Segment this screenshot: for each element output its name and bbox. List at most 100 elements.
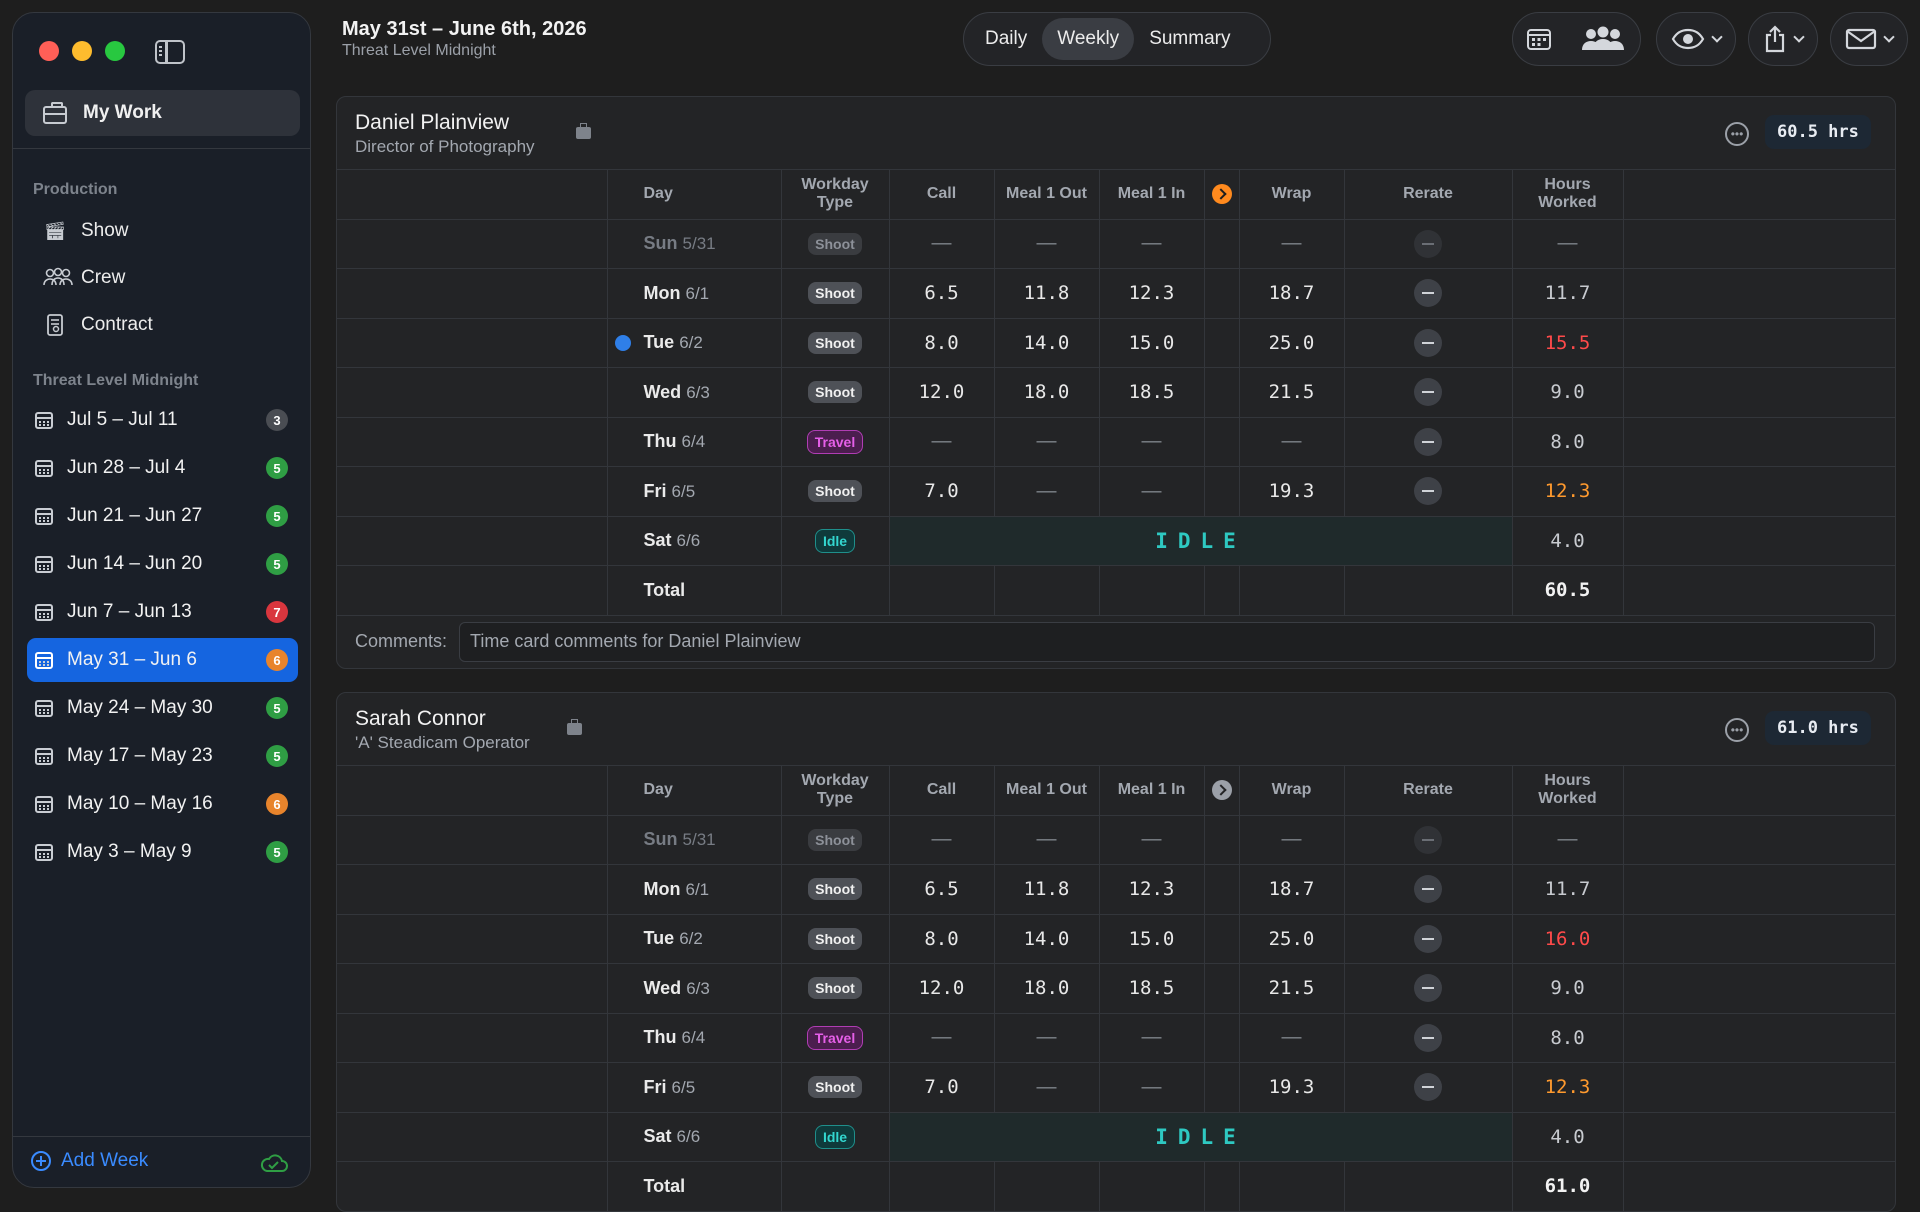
close-window-button[interactable]	[39, 41, 59, 61]
sidebar-toggle-icon[interactable]	[155, 40, 185, 64]
tab-weekly[interactable]: Weekly	[1042, 18, 1135, 60]
call-cell[interactable]: 12.0	[889, 367, 995, 418]
workday-type-cell[interactable]: Travel	[780, 1013, 890, 1063]
workday-type-cell[interactable]: Shoot	[780, 815, 890, 865]
meal1-in-cell[interactable]: 15.0	[1099, 914, 1205, 964]
tab-daily[interactable]: Daily	[985, 28, 1028, 49]
sidebar-week-item[interactable]: Jul 5 – Jul 11 3	[27, 398, 298, 442]
wrap-cell[interactable]: 25.0	[1239, 318, 1345, 368]
workday-type-tag[interactable]: Shoot	[808, 977, 862, 1000]
table-row[interactable]: Sun 5/31 Shoot — — — — —	[337, 219, 1895, 269]
call-cell[interactable]: 6.5	[889, 864, 995, 915]
workday-type-tag[interactable]: Shoot	[808, 232, 862, 255]
sidebar-week-item-selected[interactable]: May 31 – Jun 6 6	[27, 638, 298, 682]
sidebar-week-item[interactable]: Jun 14 – Jun 20 5	[27, 542, 298, 586]
more-options-icon[interactable]: •••	[1725, 122, 1749, 146]
meal1-out-cell[interactable]: 11.8	[994, 268, 1100, 319]
add-week-button[interactable]: Add Week	[31, 1150, 148, 1172]
workday-type-tag[interactable]: Shoot	[808, 331, 862, 354]
meal1-out-cell[interactable]: —	[994, 466, 1100, 517]
rerate-toggle[interactable]	[1414, 229, 1442, 258]
info-icon[interactable]	[615, 334, 631, 351]
sidebar-week-item[interactable]: Jun 28 – Jul 4 5	[27, 446, 298, 490]
workday-type-tag[interactable]: Shoot	[808, 381, 862, 404]
table-row[interactable]: Thu 6/4 Travel — — — — 8.0	[337, 1013, 1895, 1063]
call-cell[interactable]: —	[889, 417, 995, 467]
workday-type-cell[interactable]: Shoot	[780, 219, 890, 269]
sidebar-item-contract[interactable]: Contract	[43, 310, 153, 340]
meal1-in-cell[interactable]: —	[1099, 219, 1205, 269]
sidebar-week-item[interactable]: May 24 – May 30 5	[27, 686, 298, 730]
table-row[interactable]: Sun 5/31 Shoot — — — — —	[337, 815, 1895, 865]
more-options-icon[interactable]: •••	[1725, 718, 1749, 742]
minimize-window-button[interactable]	[72, 41, 92, 61]
workday-type-tag[interactable]: Shoot	[808, 480, 862, 503]
workday-type-cell[interactable]: Shoot	[780, 466, 890, 517]
sidebar-item-show[interactable]: 🎬︎ Show	[43, 216, 129, 246]
workday-type-cell[interactable]: Shoot	[780, 914, 890, 964]
workday-type-cell[interactable]: Travel	[780, 417, 890, 467]
crew-view-button[interactable]	[1579, 26, 1627, 52]
rerate-toggle[interactable]	[1414, 1023, 1442, 1052]
meal1-out-cell[interactable]: 11.8	[994, 864, 1100, 915]
workday-type-tag[interactable]: Shoot	[808, 927, 862, 950]
call-cell[interactable]: 8.0	[889, 914, 995, 964]
rerate-toggle[interactable]	[1414, 477, 1442, 506]
meal1-out-cell[interactable]: 18.0	[994, 963, 1100, 1014]
meal1-out-cell[interactable]: —	[994, 219, 1100, 269]
workday-type-cell[interactable]: Shoot	[780, 268, 890, 319]
workday-type-tag[interactable]: Idle	[814, 1124, 856, 1149]
wrap-cell[interactable]: 18.7	[1239, 864, 1345, 915]
meal1-out-cell[interactable]: —	[994, 417, 1100, 467]
rerate-toggle[interactable]	[1414, 875, 1442, 904]
wrap-cell[interactable]: 19.3	[1239, 466, 1345, 517]
wrap-cell[interactable]: —	[1239, 219, 1345, 269]
workday-type-tag[interactable]: Shoot	[808, 828, 862, 851]
workday-type-cell[interactable]: Shoot	[780, 1062, 890, 1113]
rerate-toggle[interactable]	[1414, 924, 1442, 953]
rerate-toggle[interactable]	[1414, 378, 1442, 407]
meal1-in-cell[interactable]: 18.5	[1099, 963, 1205, 1014]
rerate-toggle[interactable]	[1414, 974, 1442, 1003]
email-menu-button[interactable]	[1830, 12, 1908, 66]
meal-expand-button[interactable]	[1204, 766, 1240, 816]
meal1-in-cell[interactable]: —	[1099, 815, 1205, 865]
meal1-in-cell[interactable]: —	[1099, 1013, 1205, 1063]
sidebar-item-crew[interactable]: Crew	[43, 263, 125, 293]
workday-type-cell[interactable]: Shoot	[780, 367, 890, 418]
table-row[interactable]: Thu 6/4 Travel — — — — 8.0	[337, 417, 1895, 467]
meal-expand-button[interactable]	[1204, 170, 1240, 220]
table-row[interactable]: Wed 6/3 Shoot 12.0 18.0 18.5 21.5 9.0	[337, 367, 1895, 418]
sidebar-week-item[interactable]: May 17 – May 23 5	[27, 734, 298, 778]
meal1-out-cell[interactable]: —	[994, 1062, 1100, 1113]
call-cell[interactable]: 8.0	[889, 318, 995, 368]
workday-type-tag[interactable]: Travel	[806, 1025, 864, 1050]
rerate-toggle[interactable]	[1414, 1073, 1442, 1102]
wrap-cell[interactable]: 18.7	[1239, 268, 1345, 319]
table-row[interactable]: Mon 6/1 Shoot 6.5 11.8 12.3 18.7 11.7	[337, 268, 1895, 319]
wrap-cell[interactable]: —	[1239, 417, 1345, 467]
call-cell[interactable]: 7.0	[889, 1062, 995, 1113]
call-cell[interactable]: —	[889, 815, 995, 865]
comments-field[interactable]: Time card comments for Daniel Plainview	[459, 621, 1876, 662]
table-row[interactable]: Fri 6/5 Shoot 7.0 — — 19.3 12.3	[337, 466, 1895, 517]
workday-type-tag[interactable]: Idle	[814, 528, 856, 553]
cloud-sync-icon[interactable]	[259, 1153, 289, 1173]
meal1-in-cell[interactable]: —	[1099, 417, 1205, 467]
workday-type-tag[interactable]: Shoot	[808, 282, 862, 305]
rerate-toggle[interactable]	[1414, 825, 1442, 854]
table-row[interactable]: Fri 6/5 Shoot 7.0 — — 19.3 12.3	[337, 1062, 1895, 1113]
wrap-cell[interactable]: 25.0	[1239, 914, 1345, 964]
meal1-out-cell[interactable]: 14.0	[994, 318, 1100, 368]
sidebar-item-my-work[interactable]: My Work	[25, 90, 300, 136]
call-cell[interactable]: 6.5	[889, 268, 995, 319]
tab-summary[interactable]: Summary	[1149, 28, 1231, 49]
meal1-in-cell[interactable]: 18.5	[1099, 367, 1205, 418]
wrap-cell[interactable]: 19.3	[1239, 1062, 1345, 1113]
zoom-window-button[interactable]	[105, 41, 125, 61]
wrap-cell[interactable]: 21.5	[1239, 963, 1345, 1014]
rerate-toggle[interactable]	[1414, 279, 1442, 308]
table-row[interactable]: Mon 6/1 Shoot 6.5 11.8 12.3 18.7 11.7	[337, 864, 1895, 915]
call-cell[interactable]: —	[889, 219, 995, 269]
rerate-toggle[interactable]	[1414, 427, 1442, 456]
